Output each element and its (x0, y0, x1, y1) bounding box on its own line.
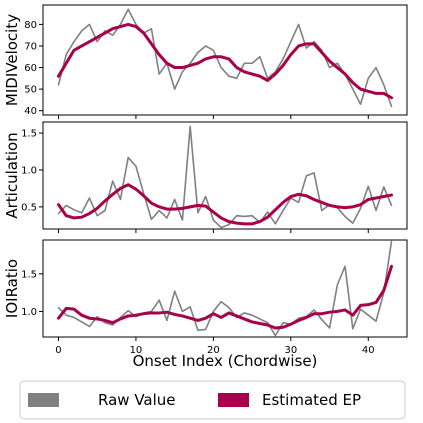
y-axis-label-1: MIDIVelocity (3, 14, 21, 106)
axes-frame-2 (42, 121, 408, 230)
y-tick-label: 1.5 (21, 269, 37, 280)
estimated-ep-legend-swatch (218, 393, 249, 407)
raw-value-legend-swatch (28, 393, 59, 407)
estimated-ep-line-2 (56, 183, 394, 226)
x-axis-label: Onset Index (Chordwise) (133, 352, 318, 370)
legend-frame (19, 380, 406, 420)
legend: Raw Value Estimated EP (19, 380, 406, 420)
y-tick-label: 60 (24, 63, 37, 74)
y-tick-label: 1.5 (21, 129, 37, 140)
x-tick-label: 20 (207, 345, 220, 356)
y-axis-label-2: Articulation (3, 132, 21, 218)
subplot-3: 1.0 1.5 0 10 20 30 40 IOIRatio (3, 239, 408, 356)
subplots: 4050607080MIDIVelocity0.51.01.5Articulat… (3, 4, 408, 356)
y-tick-label: 70 (24, 41, 37, 52)
axes-frame-1 (42, 4, 408, 116)
y-tick-label: 1.0 (21, 165, 37, 176)
raw-value-legend-label: Raw Value (98, 391, 176, 409)
raw-value-line-1 (57, 8, 393, 108)
estimated-ep-line-1 (56, 22, 394, 100)
y-axis-label-3: IOIRatio (3, 259, 21, 318)
x-tick-label: 0 (55, 345, 61, 356)
y-tick-label: 0.5 (21, 202, 37, 213)
estimated-ep-legend-label: Estimated EP (262, 391, 361, 409)
x-tick-label: 10 (130, 345, 143, 356)
axes-frame-3 (42, 239, 408, 338)
y-tick-label: 50 (24, 85, 37, 96)
y-tick-label: 80 (24, 20, 37, 31)
y-tick-label: 40 (24, 106, 37, 117)
y-tick-label: 1.0 (21, 307, 37, 318)
raw-value-line-2 (57, 125, 393, 229)
x-tick-label: 30 (284, 345, 297, 356)
estimated-ep-line-3 (56, 264, 394, 330)
x-tick-label: 40 (362, 345, 375, 356)
